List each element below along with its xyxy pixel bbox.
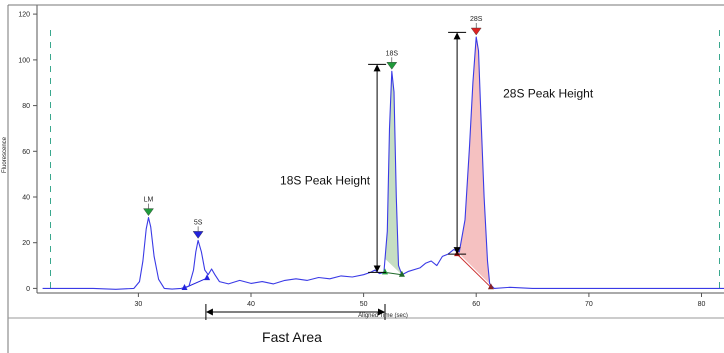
y-tick-label: 100 <box>18 57 30 64</box>
fast-area-annotation: Fast Area <box>205 304 386 345</box>
x-tick-label: 50 <box>360 301 368 308</box>
dashed-marker-lines <box>50 30 720 293</box>
y-tick-label: 120 <box>18 12 30 19</box>
peak-baseline <box>384 271 402 276</box>
x-tick-label: 70 <box>585 301 593 308</box>
baseline-marker <box>398 270 405 277</box>
fluorescence-trace <box>42 36 724 290</box>
x-tick-label: 60 <box>472 301 480 308</box>
trace-series <box>42 36 724 290</box>
peak-label: 28S <box>470 16 483 23</box>
shaded-peak-area <box>456 37 490 284</box>
y-tick-label: 80 <box>22 103 30 110</box>
x-tick-label: 80 <box>698 301 706 308</box>
y-tick-label: 20 <box>22 240 30 247</box>
peak-label: 5S <box>194 219 203 226</box>
y-axis-ticks: 0 20 40 60 80 100 120 <box>18 12 37 293</box>
peak-markers: LM 5S 18S 28S <box>143 16 483 239</box>
baseline-marker <box>204 274 211 281</box>
fast-area-label: Fast Area <box>262 329 322 345</box>
peak-height-label: 28S Peak Height <box>503 87 594 101</box>
plot-frame: Fluorescence <box>2 4 724 353</box>
y-tick-label: 60 <box>22 149 30 156</box>
baseline-marker <box>181 284 188 290</box>
y-axis-title: Fluorescence <box>2 136 8 173</box>
x-axis-title: Aligned Time (sec) <box>358 313 408 319</box>
x-axis-ticks: 30 40 50 60 70 80 <box>135 293 706 308</box>
peak-label: 18S <box>386 50 399 57</box>
peak-label: LM <box>144 197 154 204</box>
peak-area-shading <box>385 37 490 284</box>
peak-height-arrows: 18S Peak Height 28S Peak Height <box>280 31 594 273</box>
x-tick-label: 40 <box>247 301 255 308</box>
y-tick-label: 40 <box>22 195 30 202</box>
y-tick-label: 0 <box>26 286 30 293</box>
peak-height-label: 18S Peak Height <box>280 173 371 187</box>
x-tick-label: 30 <box>135 301 143 308</box>
shaded-peak-area <box>385 71 402 275</box>
baseline-marker <box>487 283 494 290</box>
peak-baseline <box>456 253 492 288</box>
